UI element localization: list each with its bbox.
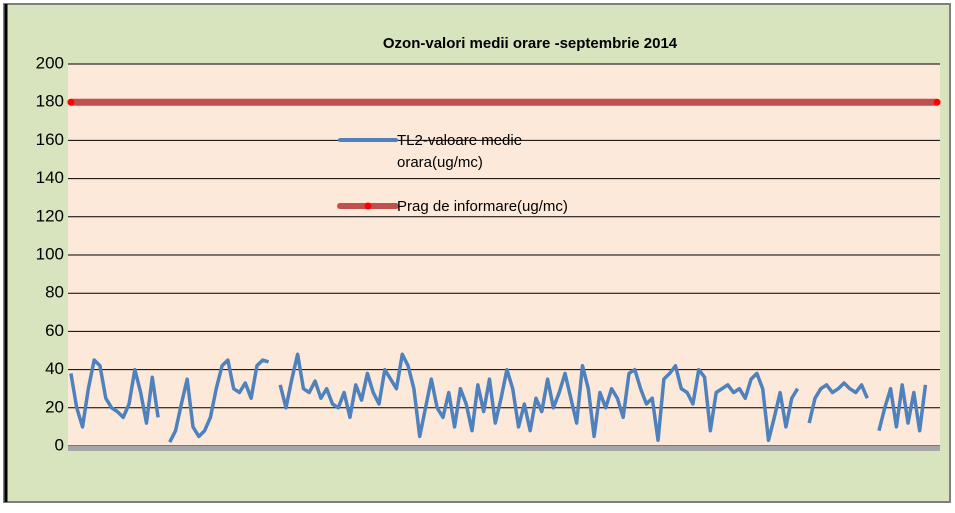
y-tick-label: 0 xyxy=(55,435,64,454)
legend-marker xyxy=(364,202,372,210)
series-marker xyxy=(933,98,941,106)
y-tick-label: 200 xyxy=(36,53,64,72)
y-tick-label: 120 xyxy=(36,206,64,225)
y-tick-label: 60 xyxy=(45,321,64,340)
y-tick-label: 40 xyxy=(45,359,64,378)
y-tick-label: 100 xyxy=(36,244,64,263)
chart-title: Ozon-valori medii orare -septembrie 2014 xyxy=(383,35,678,52)
y-tick-label: 140 xyxy=(36,168,64,187)
legend-label: Prag de informare(ug/mc) xyxy=(397,198,568,215)
y-tick-label: 80 xyxy=(45,283,64,302)
series-marker xyxy=(67,98,75,106)
x-axis xyxy=(68,446,940,451)
y-tick-label: 180 xyxy=(36,92,64,111)
y-tick-label: 160 xyxy=(36,130,64,149)
y-tick-label: 20 xyxy=(45,397,64,416)
legend-label: TL2-valoare medie orara(ug/mc) xyxy=(397,132,523,171)
